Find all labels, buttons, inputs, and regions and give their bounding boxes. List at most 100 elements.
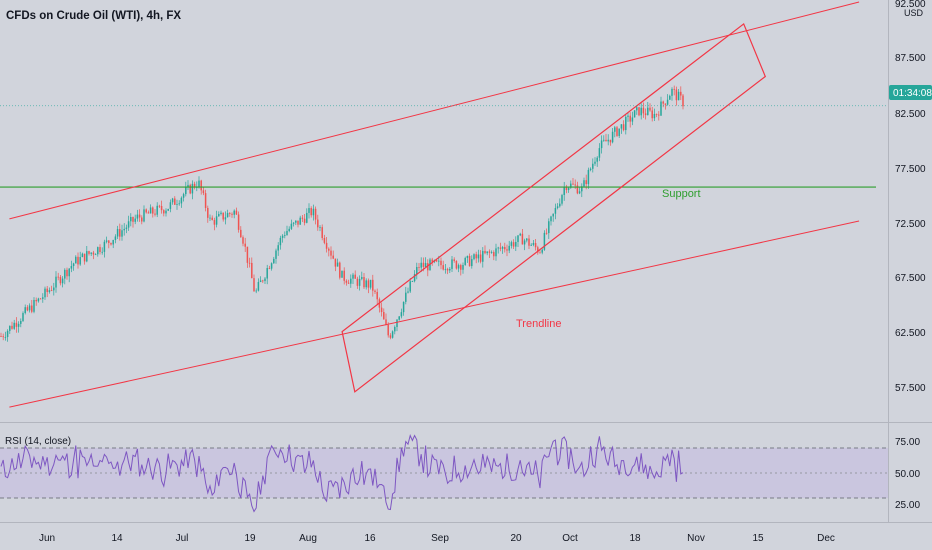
candle xyxy=(53,282,55,296)
candle xyxy=(638,107,640,117)
candle xyxy=(189,183,191,195)
candle xyxy=(354,270,356,279)
candle xyxy=(204,189,207,212)
candle xyxy=(627,112,629,122)
candle xyxy=(147,210,150,214)
candle xyxy=(187,180,189,190)
candle xyxy=(523,238,526,251)
candle xyxy=(207,205,209,223)
trendline[interactable] xyxy=(9,220,860,408)
candle xyxy=(136,209,139,222)
candle xyxy=(160,200,163,214)
candle xyxy=(499,242,502,252)
candle xyxy=(130,213,132,227)
candle xyxy=(310,206,312,218)
drawings-layer[interactable] xyxy=(0,1,876,408)
candle xyxy=(561,193,563,206)
candle xyxy=(578,187,581,195)
candle xyxy=(152,206,154,218)
candle xyxy=(35,297,37,306)
candle xyxy=(176,199,178,210)
candle xyxy=(427,259,429,277)
candle xyxy=(90,252,92,256)
candle xyxy=(15,317,18,333)
support-label: Support xyxy=(662,188,701,200)
candle xyxy=(317,214,319,231)
candle xyxy=(17,321,20,333)
candle xyxy=(240,226,242,238)
candle xyxy=(215,210,218,228)
candle xyxy=(123,223,125,236)
candle xyxy=(380,302,383,317)
candle xyxy=(138,209,141,222)
upper-trendline[interactable] xyxy=(9,1,860,220)
price-axis-ticks: 92.500 87.500 82.500 77.500 72.500 67.50… xyxy=(895,0,926,394)
candle xyxy=(61,276,64,288)
candle xyxy=(127,215,130,231)
candle xyxy=(680,86,682,101)
candle xyxy=(363,272,365,290)
candle xyxy=(446,267,449,275)
candle xyxy=(306,208,308,224)
price-tick-label: 82.500 xyxy=(895,109,926,120)
candle xyxy=(655,113,658,118)
candle xyxy=(534,238,537,251)
candle xyxy=(332,250,334,260)
candle xyxy=(517,235,519,247)
candle xyxy=(409,278,411,293)
candle xyxy=(231,212,233,218)
rising-channel[interactable] xyxy=(341,22,767,393)
candle xyxy=(321,224,323,241)
rsi-layer xyxy=(0,433,684,513)
candle xyxy=(519,232,521,237)
candle xyxy=(598,143,601,162)
candle xyxy=(319,225,321,232)
candle xyxy=(385,313,387,326)
candle xyxy=(169,199,172,213)
candle xyxy=(174,196,176,205)
candle xyxy=(178,200,180,206)
candle xyxy=(616,125,618,137)
candle xyxy=(242,235,244,247)
candle xyxy=(55,271,57,293)
currency-label: USD xyxy=(904,8,924,18)
candle xyxy=(299,215,301,225)
candle xyxy=(537,245,539,255)
candle xyxy=(33,297,35,314)
candle xyxy=(22,311,24,322)
candle xyxy=(59,275,62,286)
chart-title: CFDs on Crude Oil (WTI), 4h, FX xyxy=(6,10,181,22)
candle xyxy=(455,260,458,270)
candle xyxy=(510,240,513,249)
candle xyxy=(273,256,275,264)
candle xyxy=(541,248,543,255)
candle xyxy=(92,250,95,260)
candle xyxy=(545,228,548,235)
time-tick-label: 19 xyxy=(244,533,256,544)
candle xyxy=(325,236,328,253)
candle xyxy=(493,250,495,261)
candle xyxy=(653,108,656,122)
candle xyxy=(658,111,660,121)
candle xyxy=(222,212,224,222)
candle xyxy=(165,208,167,217)
candle xyxy=(341,270,343,278)
candle xyxy=(673,85,675,96)
candle xyxy=(647,101,649,116)
candle xyxy=(257,278,260,292)
candle xyxy=(405,286,407,305)
candle xyxy=(224,211,227,225)
candle xyxy=(669,94,671,100)
candle xyxy=(81,252,84,258)
candle xyxy=(407,287,409,294)
candle xyxy=(334,258,337,272)
candle xyxy=(345,279,348,286)
candle xyxy=(367,278,370,294)
candle xyxy=(473,253,475,261)
candle xyxy=(20,318,22,328)
time-axis[interactable]: Jun 14 Jul 19 Aug 16 Sep 20 Oct 18 Nov 1… xyxy=(39,533,835,544)
candle xyxy=(596,156,598,167)
candle xyxy=(323,234,326,245)
candle xyxy=(528,234,530,249)
